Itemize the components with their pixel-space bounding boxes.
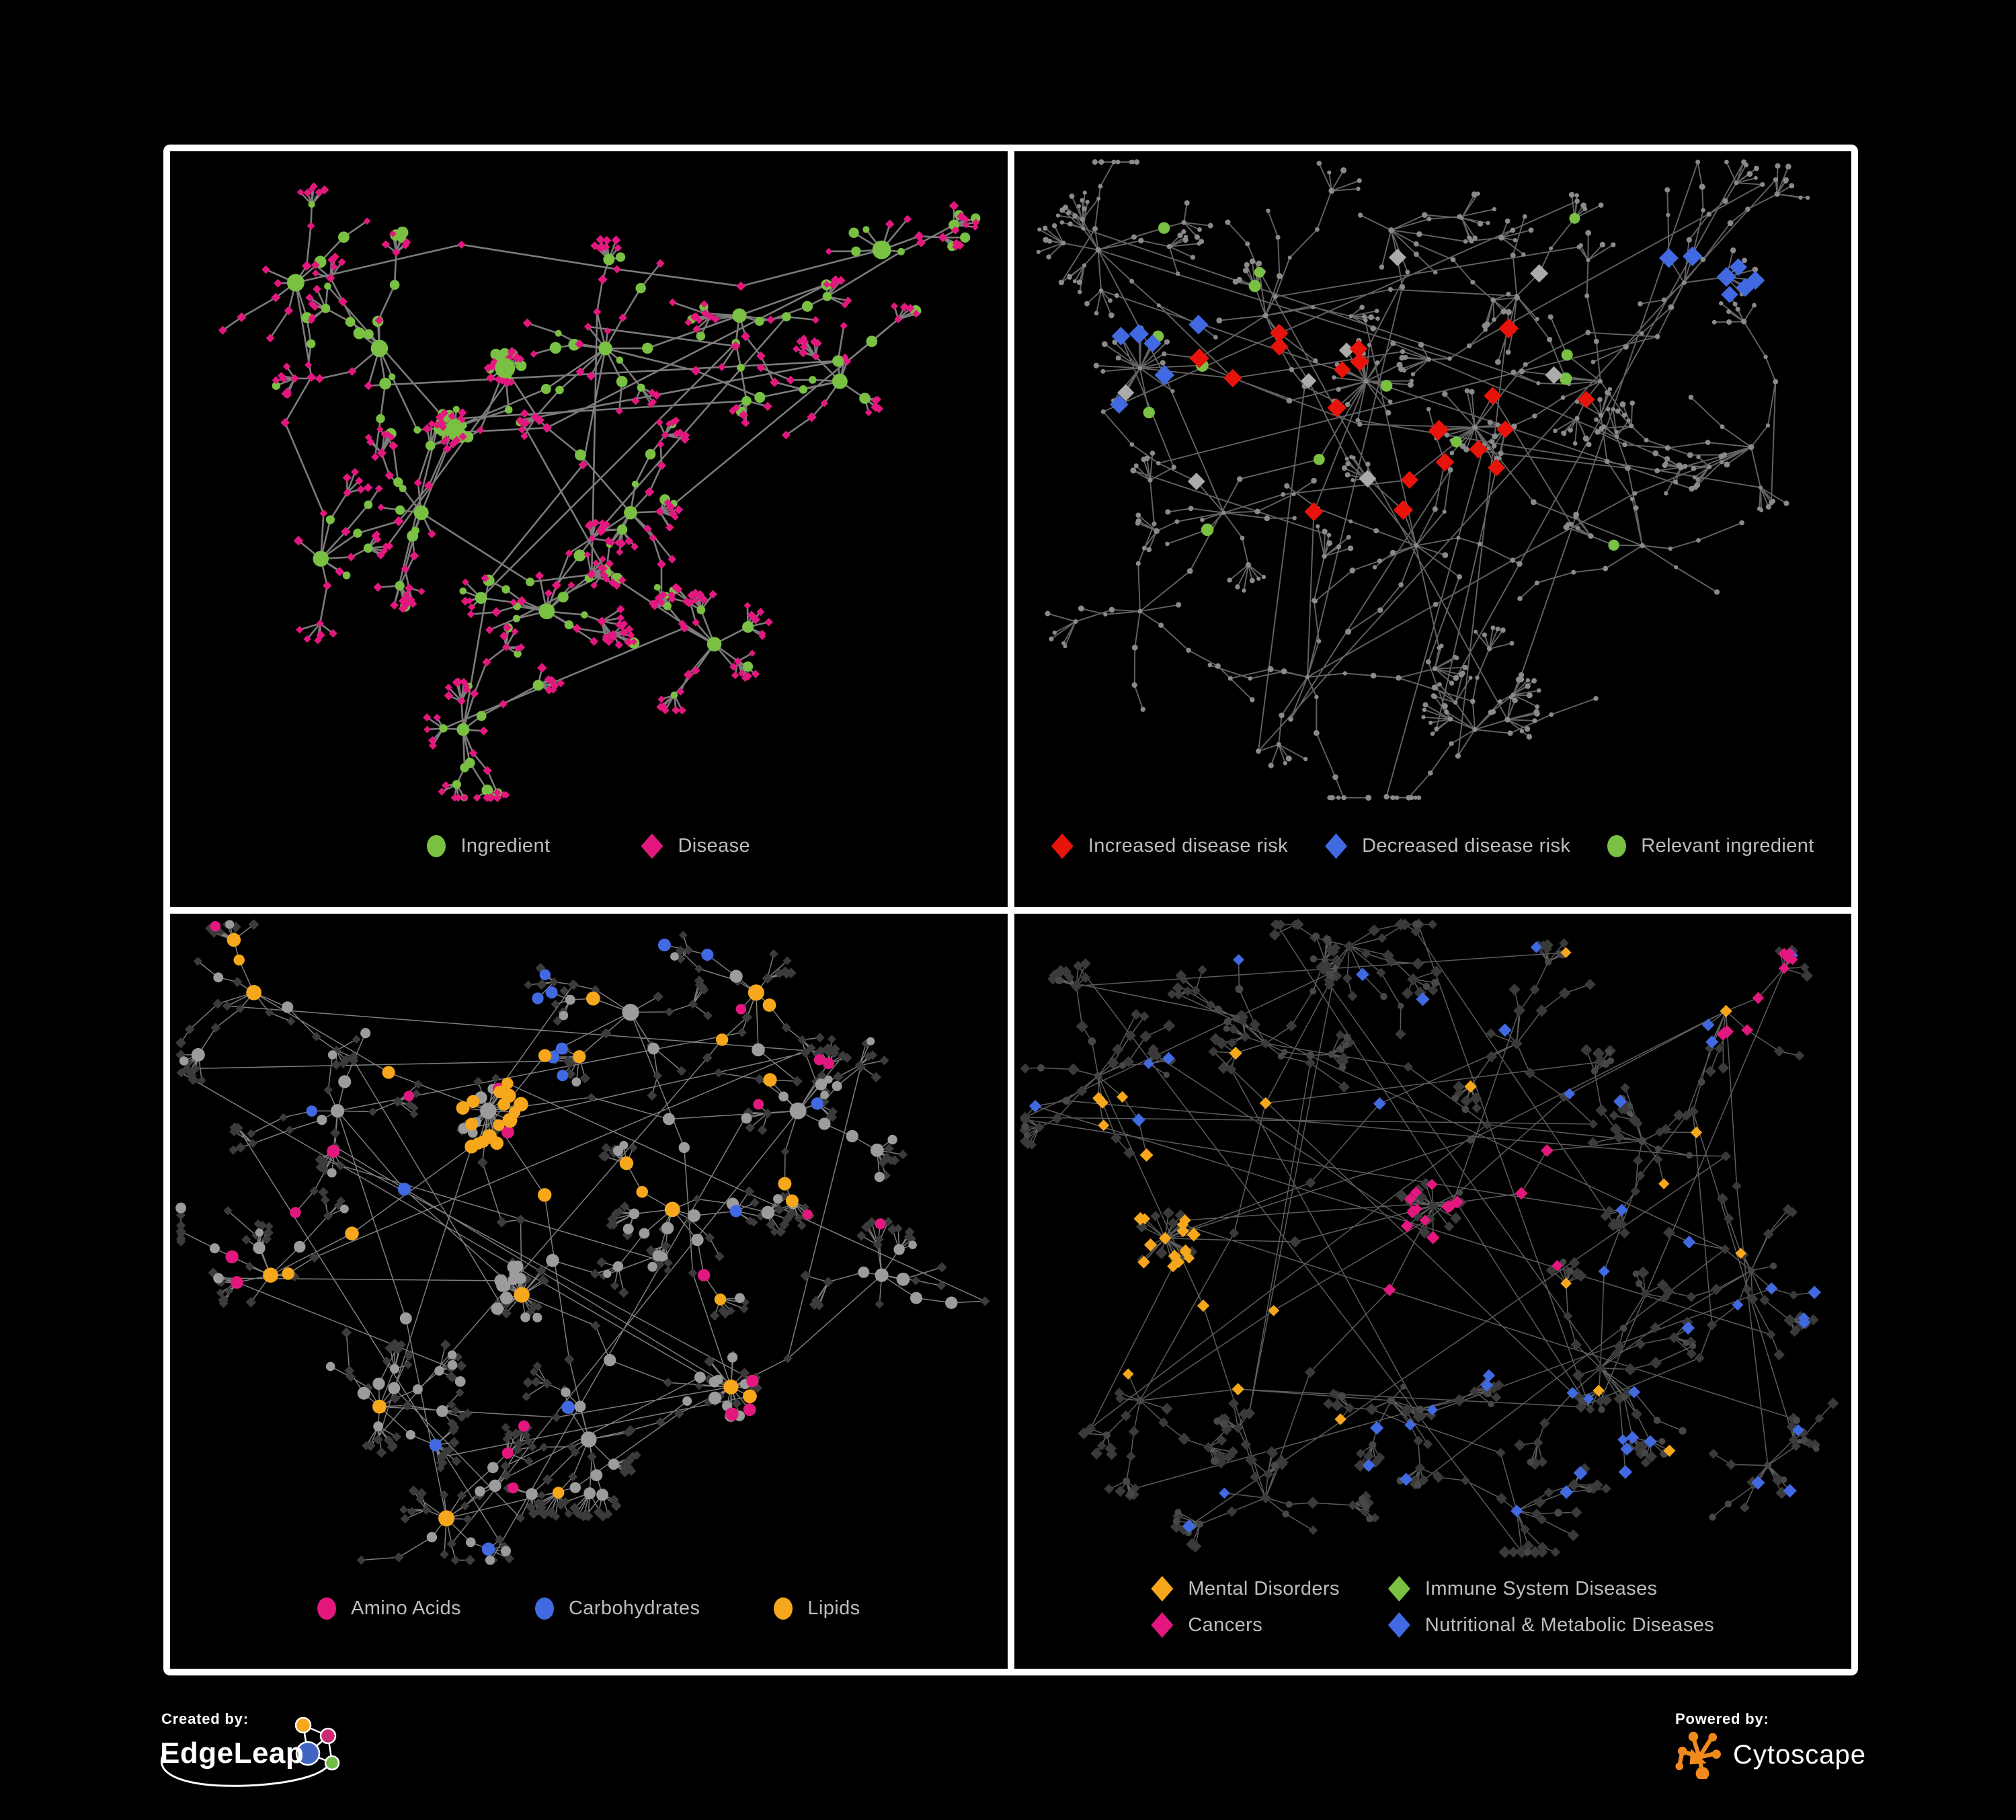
panel-grid: Ingredient Disease Increased disease risk… [163,145,1858,1675]
created-by-block: Created by: EdgeLeap [160,1710,360,1788]
legend-label: Cancers [1188,1614,1263,1636]
circle-swatch-icon [774,1597,793,1620]
diamond-swatch-icon [641,833,663,859]
circle-swatch-icon [427,835,446,857]
legend-label: Increased disease risk [1088,835,1289,857]
legend-disease-risk: Increased disease risk Decreased disease … [1014,809,1852,907]
network-disease-categories [1018,918,1839,1558]
circle-swatch-icon [317,1597,336,1620]
legend-label: Immune System Diseases [1424,1577,1658,1599]
network-ingredient-disease [218,182,981,803]
panel-ingredient-classes: Amino Acids Carbohydrates Lipids [170,913,1008,1669]
legend-item-immune-system-diseases: Immune System Diseases [1387,1576,1714,1601]
diamond-swatch-icon [1151,1612,1174,1638]
legend-label: Amino Acids [350,1597,461,1619]
legend-item-ingredient: Ingredient [427,835,550,857]
legend-item-cancers: Cancers [1151,1612,1340,1638]
legend-item-disease: Disease [641,833,751,859]
powered-by-label: Powered by: [1675,1710,1769,1727]
powered-by-block: Powered by: [1675,1710,1866,1779]
cytoscape-wordmark: Cytoscape [1733,1739,1866,1770]
legend-label: Relevant ingredient [1641,835,1814,857]
legend-label: Lipids [807,1597,860,1619]
legend-label: Disease [678,835,751,857]
legend-item-increased-disease-risk: Increased disease risk [1051,833,1289,859]
legend-item-lipids: Lipids [774,1597,860,1620]
legend-item-carbohydrates: Carbohydrates [534,1597,700,1620]
legend-item-mental-disorders: Mental Disorders [1151,1576,1340,1601]
panel-disease-categories: Mental Disorders Immune System Diseases Ca… [1014,913,1852,1669]
diamond-swatch-icon [1387,1612,1410,1638]
legend-label: Mental Disorders [1188,1577,1340,1599]
legend-label: Nutritional & Metabolic Diseases [1424,1614,1715,1636]
edgeleap-swoosh-icon [160,1753,329,1787]
edgeleap-network-icon [294,1717,340,1771]
diamond-swatch-icon [1151,1576,1174,1601]
edgeleap-logo: EdgeLeap [160,1717,340,1787]
edgeleap-wordmark: EdgeLeap [160,1737,304,1770]
circle-swatch-icon [534,1597,554,1620]
diamond-swatch-icon [1387,1576,1410,1601]
panel-ingredient-disease: Ingredient Disease [170,151,1008,907]
legend-ingredient-classes: Amino Acids Carbohydrates Lipids [170,1571,1008,1669]
circle-swatch-icon [1607,835,1627,857]
legend-disease-categories: Mental Disorders Immune System Diseases Ca… [1014,1562,1852,1669]
legend-label: Decreased disease risk [1362,835,1571,857]
diamond-swatch-icon [1325,833,1348,859]
legend-item-nutritional-metabolic-diseases: Nutritional & Metabolic Diseases [1387,1612,1715,1638]
legend-ingredient-disease: Ingredient Disease [170,809,1008,907]
created-by-label: Created by: [161,1710,249,1727]
legend-label: Ingredient [460,835,551,857]
legend-item-amino-acids: Amino Acids [317,1597,461,1620]
cytoscape-icon [1675,1731,1721,1779]
network-disease-risk [1036,159,1810,801]
legend-item-relevant-ingredient: Relevant ingredient [1607,835,1814,857]
panel-disease-risk: Increased disease risk Decreased disease … [1014,151,1852,907]
diamond-swatch-icon [1051,833,1074,859]
network-ingredient-classes [175,918,990,1565]
legend-label: Carbohydrates [568,1597,700,1619]
legend-item-decreased-disease-risk: Decreased disease risk [1325,833,1571,859]
